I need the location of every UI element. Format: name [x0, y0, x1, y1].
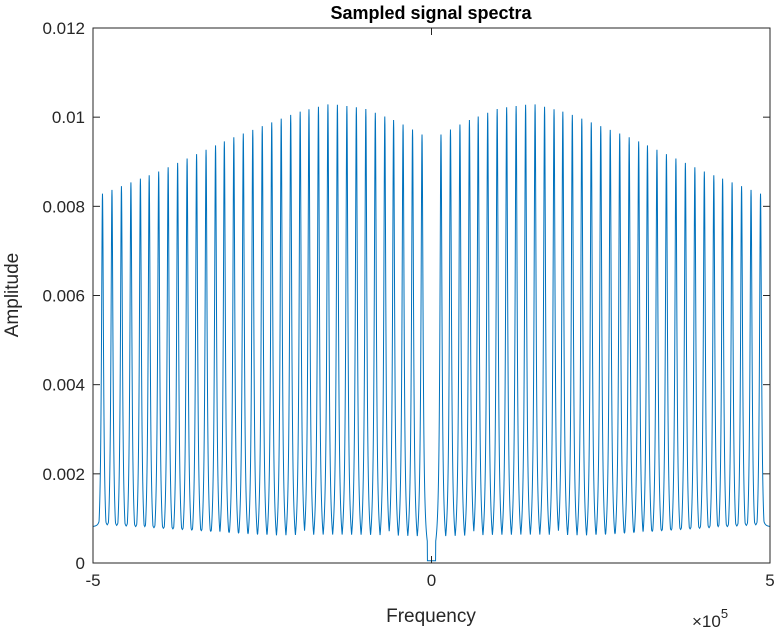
y-tick-label: 0.006	[42, 287, 85, 306]
x-exponent-label: ×105	[692, 606, 728, 630]
y-tick-label: 0.004	[42, 376, 85, 395]
chart-title: Sampled signal spectra	[330, 3, 532, 23]
x-tick-label: 0	[427, 571, 436, 590]
y-tick-label: 0.01	[52, 108, 85, 127]
y-tick-label: 0.012	[42, 19, 85, 38]
x-tick-label: 5	[765, 571, 774, 590]
y-tick-label: 0	[76, 554, 85, 573]
x-tick-label: -5	[85, 571, 100, 590]
y-axis-label: Amplitude	[2, 253, 23, 338]
x-axis-label: Frequency	[386, 606, 476, 627]
y-tick-label: 0.008	[42, 197, 85, 216]
plot-area	[93, 28, 770, 563]
y-tick-label: 0.002	[42, 465, 85, 484]
